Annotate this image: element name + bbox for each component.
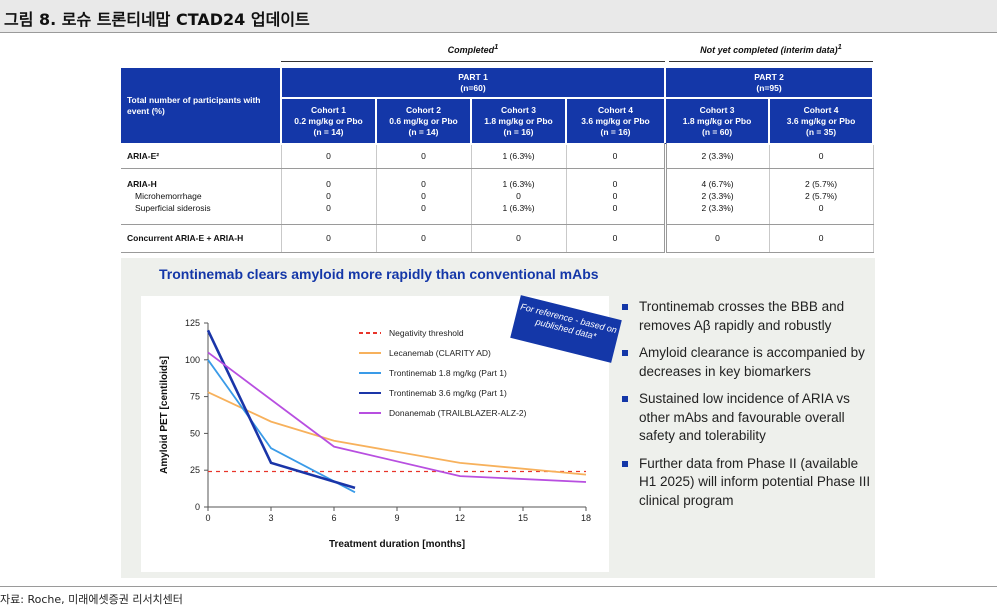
cohort-header: Cohort 1 0.2 mg/kg or Pbo (n = 14) [281,98,377,145]
bullet-item: Amyloid clearance is accompanied by decr… [621,344,873,381]
row-label: ARIA-H Microhemorrhage Superficial sider… [121,168,282,225]
table-cell: 0 [471,224,567,253]
table-row: Concurrent ARIA-E + ARIA-H 0 0 0 0 0 0 [121,224,874,253]
interim-mark: 1 [837,42,842,51]
row-label: ARIA-E² [121,144,282,169]
series-line [207,359,356,494]
aria-table: Total number of participants with event … [121,68,875,253]
table-part-row: Total number of participants with event … [121,68,875,145]
part2-header: PART 2 (n=95) [665,68,875,99]
table-cell: 2 (5.7%) 2 (5.7%) 0 [769,168,874,225]
row-sublabel: Superficial siderosis [135,203,211,213]
series-line [207,391,587,476]
cohort-header: Cohort 4 3.6 mg/kg or Pbo (n = 35) [769,98,875,145]
square-bullet-icon [622,350,628,356]
amyloid-pet-chart: 0 25 50 75 100 125 0 3 6 9 12 15 18 Treatment duratio… [159,318,591,550]
legend-label: Donanemab (TRAILBLAZER-ALZ-2) [389,408,527,418]
completed-rule [281,61,665,62]
y-tick-label: 100 [185,355,200,365]
legend-label: Trontinemab 3.6 mg/kg (Part 1) [389,388,507,398]
table-row: ARIA-H Microhemorrhage Superficial sider… [121,168,874,225]
row-header-cell: Total number of participants with event … [121,68,282,145]
table-cell: 4 (6.7%) 2 (3.3%) 2 (3.3%) [665,168,770,225]
x-tick-label: 18 [581,513,591,523]
part1-header: PART 1 (n=60) [281,68,667,99]
completed-header: Completed1 [281,42,665,62]
bullet-item: Trontinemab crosses the BBB and removes … [621,298,873,335]
x-axis-label: Treatment duration [months] [329,539,465,550]
x-tick-label: 9 [394,513,399,523]
cohort-header: Cohort 3 1.8 mg/kg or Pbo (n = 16) [471,98,567,145]
completed-mark: 1 [494,42,499,51]
table-cell: 0 [566,224,667,253]
table-row: ARIA-E² 0 0 1 (6.3%) 0 2 (3.3%) 0 [121,144,874,169]
completed-label: Completed [447,45,495,55]
square-bullet-icon [622,460,628,467]
legend-label: Trontinemab 1.8 mg/kg (Part 1) [389,368,507,378]
bullet-item: Sustained low incidence of ARIA vs other… [621,390,873,446]
table-cell: 0 [769,224,874,253]
interim-label: Not yet completed (interim data) [700,45,838,55]
x-tick-label: 6 [331,513,336,523]
y-tick-label: 50 [190,428,200,438]
square-bullet-icon [622,304,628,310]
figure-title: 그림 8. 로슈 트론티네맙 CTAD24 업데이트 [4,10,310,29]
legend-label: Negativity threshold [389,328,464,338]
y-axis-label: Amyloid PET [centiloids] [159,356,170,474]
y-tick-label: 0 [195,502,200,512]
figure-header: 그림 8. 로슈 트론티네맙 CTAD24 업데이트 [0,0,997,33]
table-cell: 0 [281,224,377,253]
chart-panel: Trontinemab clears amyloid more rapidly … [121,258,875,578]
series-line [206,329,356,490]
table-cohort-row: Cohort 1 0.2 mg/kg or Pbo (n = 14) Cohort … [121,98,875,145]
table-cell: 0 [281,144,377,169]
square-bullet-icon [622,396,628,402]
interim-header: Not yet completed (interim data)1 [669,42,873,62]
cohort-header: Cohort 2 0.6 mg/kg or Pbo (n = 14) [376,98,472,145]
row-label: Concurrent ARIA-E + ARIA-H [121,224,282,253]
cohort-header: Cohort 4 3.6 mg/kg or Pbo (n = 16) [566,98,667,145]
legend-label: Lecanemab (CLARITY AD) [389,348,491,358]
table-cell: 1 (6.3%) [471,144,567,169]
y-tick-label: 75 [190,392,200,402]
table-cell: 0 [566,144,667,169]
interim-rule [669,61,873,62]
bullet-item: Further data from Phase II (available H1… [621,455,873,511]
x-tick-label: 0 [205,513,210,523]
table-cell: 2 (3.3%) [665,144,770,169]
x-tick-label: 15 [518,513,528,523]
source-note: 자료: Roche, 미래에셋증권 리서치센터 [0,586,997,607]
bullet-list: Trontinemab crosses the BBB and removes … [621,298,873,519]
table-cell: 0 [376,144,472,169]
table-cell: 0 [376,224,472,253]
series-line [207,351,587,483]
y-tick-label: 25 [190,465,200,475]
panel-title: Trontinemab clears amyloid more rapidly … [159,266,599,282]
cohort-header: Cohort 3 1.8 mg/kg or Pbo (n = 60) [665,98,771,145]
y-tick-label: 125 [185,318,200,328]
x-tick-label: 12 [455,513,465,523]
row-sublabel: Microhemorrhage [135,191,202,201]
table-cell: 0 [665,224,770,253]
table-cell: 1 (6.3%) 0 1 (6.3%) [471,168,567,225]
x-tick-label: 3 [268,513,273,523]
table-cell: 0 [769,144,874,169]
